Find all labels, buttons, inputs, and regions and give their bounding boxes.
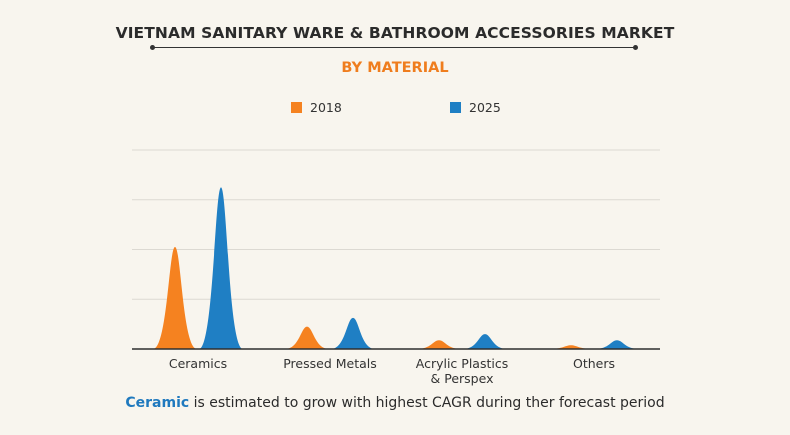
legend: 2018 2025	[0, 100, 790, 118]
underline-dot-right	[633, 45, 638, 50]
peak-2018-1	[153, 247, 197, 349]
peak-2018-4	[549, 345, 593, 349]
category-label: Pressed Metals	[283, 356, 377, 371]
legend-label-2018: 2018	[310, 100, 342, 115]
chart-plot: Ceramics Pressed Metals Acrylic Plastics & …	[132, 149, 660, 386]
peak-2025-3	[463, 334, 507, 349]
chart-subtitle: BY MATERIAL	[341, 60, 449, 76]
peak-2018-3	[417, 340, 461, 349]
peak-2025-1	[199, 187, 243, 349]
legend-item-2018: 2018	[291, 100, 342, 115]
footer-text: is estimated to grow with highest CAGR d…	[189, 395, 665, 411]
peak-2018-2	[285, 326, 329, 349]
title-underline	[150, 45, 638, 50]
footer-highlight: Ceramic	[125, 395, 190, 411]
peak-2025-2	[331, 317, 375, 349]
legend-swatch-2018	[291, 102, 302, 113]
legend-swatch-2025	[450, 102, 461, 113]
category-label: Others	[573, 356, 615, 371]
legend-label-2025: 2025	[469, 100, 501, 115]
underline-dot-left	[150, 45, 155, 50]
peak-2025-4	[595, 340, 639, 349]
category-label: Ceramics	[169, 356, 227, 371]
legend-item-2025: 2025	[450, 100, 501, 115]
chart-title: VIETNAM SANITARY WARE & BATHROOM ACCESSO…	[115, 24, 675, 42]
category-label: Acrylic Plastics & Perspex	[416, 356, 508, 386]
footer-note: Ceramic is estimated to grow with highes…	[0, 395, 790, 411]
